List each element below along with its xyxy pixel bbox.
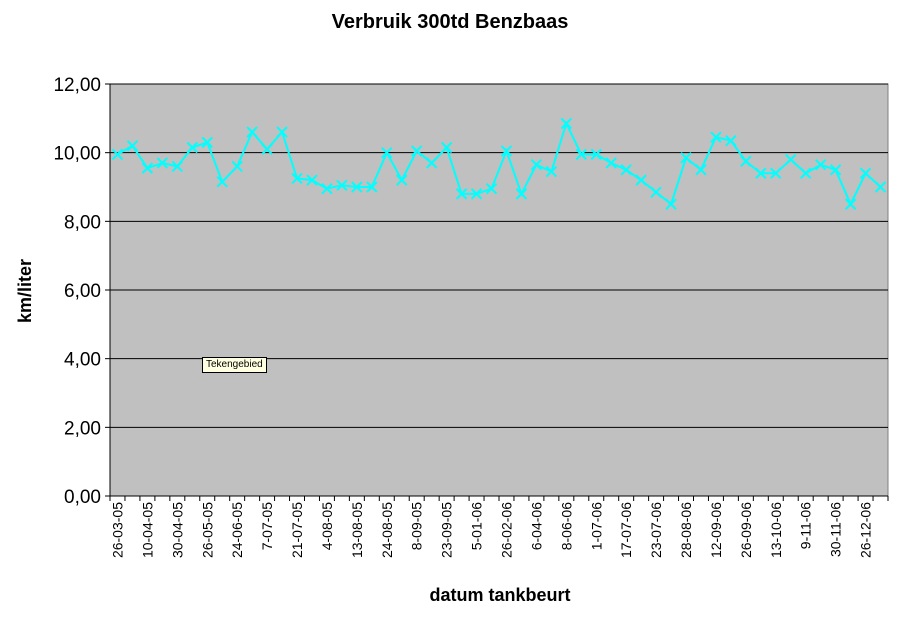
x-tick-label: 13-10-06	[768, 502, 784, 558]
x-tick-label: 30-04-05	[169, 502, 185, 558]
x-tick-label: 1-07-06	[588, 502, 604, 550]
x-tick-label: 8-06-06	[558, 502, 574, 550]
data-point	[216, 176, 228, 188]
x-tick-label: 6-04-06	[528, 502, 544, 550]
x-tick-label: 23-07-06	[648, 502, 664, 558]
x-tick-label: 5-01-06	[469, 502, 485, 550]
data-point	[620, 164, 632, 176]
data-point	[785, 153, 797, 166]
data-point	[590, 148, 602, 161]
data-point	[814, 158, 827, 171]
data-point	[874, 181, 887, 193]
data-point	[575, 148, 587, 161]
data-point	[665, 198, 677, 210]
y-tick-label: 6,00	[64, 281, 101, 302]
data-point	[336, 179, 348, 191]
data-point	[231, 160, 243, 173]
x-tick-label: 24-06-05	[229, 502, 245, 558]
x-tick-label: 8-09-05	[409, 502, 425, 550]
y-tick-label: 0,00	[64, 487, 101, 508]
data-point	[859, 167, 872, 179]
data-point	[156, 157, 169, 169]
data-point	[740, 155, 752, 167]
x-tick-label: 26-09-06	[738, 502, 754, 558]
data-point	[800, 167, 812, 179]
y-tick-label: 8,00	[64, 212, 101, 233]
y-tick-label: 2,00	[64, 418, 101, 439]
x-tick-label: 4-08-05	[319, 502, 335, 550]
data-point	[755, 167, 767, 179]
data-point	[605, 157, 617, 169]
y-tick-label: 10,00	[53, 144, 101, 165]
data-point	[141, 162, 154, 174]
x-tick-label: 7-07-05	[259, 502, 275, 550]
data-point	[695, 164, 707, 176]
data-point	[635, 174, 647, 186]
x-tick-label: 24-08-05	[379, 502, 395, 558]
x-tick-label: 21-07-05	[289, 502, 305, 558]
x-axis-label: datum tankbeurt	[429, 585, 570, 605]
data-point	[381, 146, 393, 159]
data-point	[470, 188, 483, 200]
data-point	[455, 188, 468, 200]
data-point	[351, 181, 363, 193]
data-point	[276, 126, 288, 138]
x-tick-label: 28-08-06	[678, 502, 694, 558]
data-point	[306, 174, 318, 186]
data-point	[366, 181, 378, 193]
data-point	[411, 145, 423, 157]
data-point	[515, 188, 528, 200]
x-tick-label: 30-11-06	[828, 502, 844, 557]
data-point	[725, 134, 737, 147]
x-tick-label: 23-09-05	[439, 502, 455, 558]
data-point	[844, 198, 857, 210]
x-tick-label: 26-02-06	[498, 502, 514, 558]
data-point	[440, 141, 453, 154]
y-tick-label: 4,00	[64, 350, 101, 371]
x-tick-label: 26-12-06	[858, 502, 874, 558]
data-point	[680, 152, 692, 164]
x-tick-label: 12-09-06	[708, 502, 724, 558]
x-tick-label: 9-11-06	[798, 502, 814, 549]
x-tick-label: 13-08-05	[349, 502, 365, 558]
data-point	[710, 131, 722, 143]
data-point	[485, 183, 498, 195]
data-point	[530, 158, 543, 171]
x-tick-label: 17-07-06	[618, 502, 634, 558]
data-point	[261, 143, 273, 155]
data-point	[425, 157, 438, 169]
chart-title: Verbruik 300td Benzbaas	[332, 11, 569, 33]
data-point	[186, 141, 198, 154]
y-tick-label: 12,00	[53, 75, 101, 96]
y-axis-label: km/liter	[15, 259, 35, 323]
series-line	[117, 120, 882, 207]
data-point	[829, 164, 842, 176]
data-point	[396, 174, 408, 186]
data-point	[560, 117, 573, 130]
x-tick-label: 26-05-05	[199, 502, 215, 558]
data-point	[201, 136, 213, 149]
tooltip: Tekengebied	[202, 357, 267, 373]
data-point	[321, 183, 333, 195]
data-point	[650, 186, 662, 198]
data-point	[770, 167, 782, 179]
data-point	[291, 172, 303, 185]
x-tick-label: 10-04-05	[139, 502, 155, 558]
data-point	[111, 148, 124, 161]
plot-area: 0,00 2,00 4,00 6,00 8,00 10,00 12,00 26-03-05 10…	[53, 75, 889, 558]
data-point	[500, 145, 513, 157]
data-point	[171, 160, 184, 173]
data-point	[246, 126, 258, 138]
data-point	[126, 140, 139, 152]
data-point	[545, 165, 558, 178]
x-tick-label: 26-03-05	[109, 502, 125, 558]
